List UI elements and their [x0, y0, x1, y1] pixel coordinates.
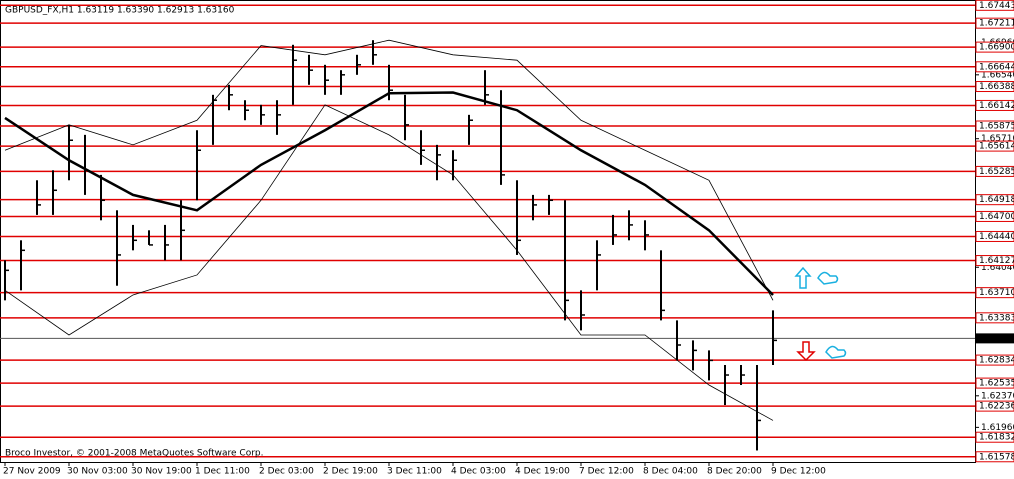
level-box — [975, 400, 1014, 412]
level-label: 1.61578 — [979, 452, 1014, 462]
level-box — [975, 230, 1014, 242]
level-label: 1.66644 — [979, 62, 1014, 72]
level-label: 1.62535 — [979, 379, 1014, 389]
x-tick-label: 2 Dec 19:00 — [323, 467, 378, 477]
x-tick-label: 4 Dec 19:00 — [515, 467, 570, 477]
level-box — [975, 451, 1014, 463]
copyright: Broco Investor, © 2001-2008 MetaQuotes S… — [5, 449, 264, 459]
level-box — [975, 99, 1014, 111]
level-label: 1.66388 — [979, 82, 1014, 92]
indicator-line — [4, 104, 774, 421]
y-tick-label: 1.65710 — [981, 134, 1014, 144]
x-tick-label: 8 Dec 20:00 — [707, 467, 762, 477]
level-label: 1.66900 — [979, 43, 1014, 53]
level-label: 1.64127 — [979, 256, 1014, 266]
level-box — [975, 41, 1014, 53]
y-tick-label: 1.64040 — [981, 263, 1014, 273]
bid-box — [976, 333, 1014, 344]
level-box — [975, 0, 1014, 11]
hand-icon — [825, 345, 847, 359]
hand-icon — [817, 271, 839, 285]
level-box — [975, 61, 1014, 73]
x-tick-label: 30 Nov 19:00 — [131, 467, 192, 477]
level-label: 1.67443 — [979, 1, 1014, 11]
down-arrow — [796, 341, 816, 362]
indicator-line — [4, 39, 774, 301]
y-tick-label: 1.66540 — [981, 70, 1014, 80]
level-label: 1.64700 — [979, 212, 1014, 222]
x-tick-label: 9 Dec 12:00 — [771, 467, 826, 477]
level-label: 1.64918 — [979, 195, 1014, 205]
bid-label: 1.63116 — [979, 334, 1014, 344]
level-box — [975, 255, 1014, 267]
x-tick-label: 8 Dec 04:00 — [643, 467, 698, 477]
x-tick-label: 3 Dec 11:00 — [387, 467, 442, 477]
level-box — [975, 377, 1014, 389]
x-tick-label: 2 Dec 03:00 — [259, 467, 314, 477]
level-box — [975, 81, 1014, 93]
level-label: 1.64440 — [979, 232, 1014, 242]
level-box — [975, 194, 1014, 206]
x-tick-label: 1 Dec 11:00 — [195, 467, 250, 477]
level-label: 1.62236 — [979, 402, 1014, 412]
level-label: 1.65614 — [979, 142, 1014, 152]
y-tick-label: 1.61960 — [981, 423, 1014, 433]
chart-title: GBPUSD_FX,H1 1.63119 1.63390 1.62913 1.6… — [5, 6, 235, 16]
x-tick-label: 30 Nov 03:00 — [67, 467, 128, 477]
x-tick-label: 7 Dec 12:00 — [579, 467, 634, 477]
y-tick-label: 1.62370 — [981, 391, 1014, 401]
level-box — [975, 312, 1014, 324]
level-box — [975, 287, 1014, 299]
level-box — [975, 120, 1014, 132]
up-arrow — [794, 266, 812, 289]
x-tick-label: 27 Nov 2009 — [3, 467, 61, 477]
level-label: 1.62834 — [979, 356, 1014, 366]
signals — [794, 266, 847, 362]
level-box — [975, 140, 1014, 152]
level-box — [975, 210, 1014, 222]
level-label: 1.65285 — [979, 167, 1014, 177]
level-label: 1.61832 — [979, 433, 1014, 443]
level-box — [975, 431, 1014, 443]
level-label: 1.63710 — [979, 288, 1014, 298]
x-tick-label: 4 Dec 03:00 — [451, 467, 506, 477]
level-label: 1.65875 — [979, 122, 1014, 132]
level-box — [975, 17, 1014, 29]
level-label: 1.63383 — [979, 313, 1014, 323]
level-label: 1.67211 — [979, 19, 1014, 29]
level-box — [975, 165, 1014, 177]
level-box — [975, 354, 1014, 366]
level-label: 1.66142 — [979, 101, 1014, 111]
